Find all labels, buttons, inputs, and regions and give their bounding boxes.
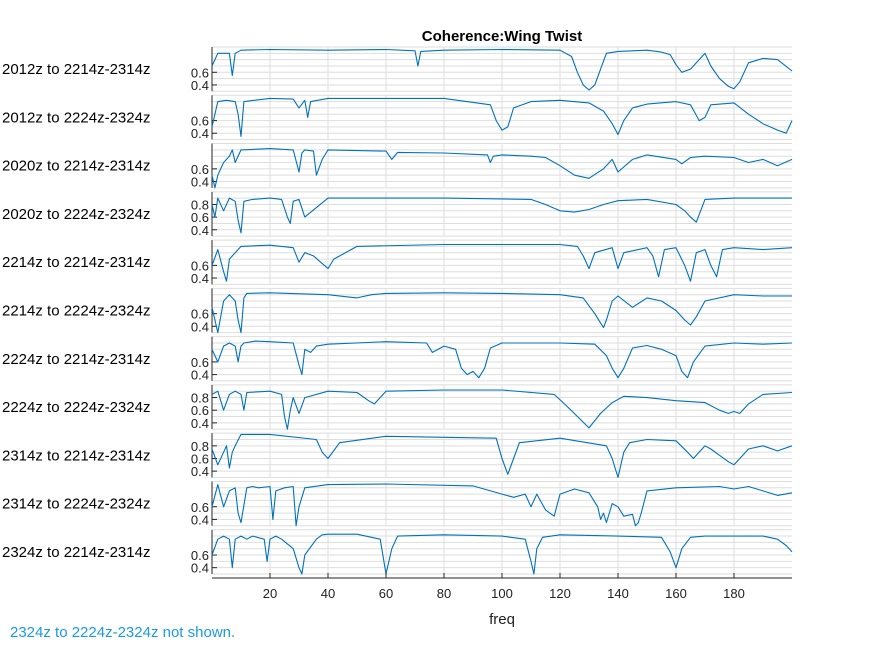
- y-tick-label: 0.4: [191, 271, 209, 286]
- coherence-series-line: [211, 483, 793, 527]
- panel-label: 2020z to 2224z-2324z: [2, 206, 150, 223]
- panel-10: 0.40.6 2314z to 2224z-2324z: [2, 480, 793, 527]
- y-tick-label: 0.4: [191, 319, 209, 334]
- x-tick-label: 40: [321, 586, 335, 601]
- x-tick-label: 60: [379, 586, 393, 601]
- coherence-series-line: [211, 197, 792, 234]
- panel-label: 2214z to 2224z-2324z: [2, 303, 150, 320]
- panel-9: 0.40.60.8 2314z to 2214z-2314z: [2, 432, 793, 479]
- y-tick-label: 0.8: [191, 439, 209, 454]
- coherence-series-line: [211, 97, 793, 137]
- panel-2: 0.40.6 2012z to 2224z-2324z: [2, 94, 793, 141]
- panel-7: 0.40.6 2224z to 2214z-2314z: [2, 336, 793, 383]
- x-tick-label: 20: [263, 586, 277, 601]
- coherence-series-line: [211, 292, 792, 334]
- panel-3: 0.40.6 2020z to 2214z-2314z: [2, 143, 793, 189]
- panel-label: 2224z to 2214z-2314z: [2, 351, 150, 368]
- y-tick-label: 0.6: [191, 210, 209, 225]
- y-tick-label: 0.6: [191, 258, 209, 273]
- panel-label: 2314z to 2214z-2314z: [2, 447, 150, 464]
- y-tick-label: 0.4: [191, 512, 209, 527]
- x-tick-label: 140: [607, 586, 629, 601]
- y-tick-label: 0.4: [191, 126, 209, 141]
- y-tick-label: 0.6: [191, 548, 209, 563]
- coherence-series-line: [211, 389, 793, 430]
- y-tick-label: 0.6: [191, 500, 209, 515]
- panel-label: 2224z to 2224z-2324z: [2, 399, 150, 416]
- y-tick-label: 0.4: [191, 368, 209, 383]
- panel-8: 0.40.60.8 2224z to 2224z-2324z: [2, 384, 793, 431]
- panel-11: 0.40.6 2324z to 2214z-2314z: [2, 529, 793, 576]
- coherence-series-line: [211, 48, 793, 91]
- panel-label: 2012z to 2224z-2324z: [2, 109, 150, 126]
- y-tick-label: 0.6: [191, 451, 209, 466]
- y-tick-label: 0.8: [191, 391, 209, 406]
- panel-1: 0.40.6 2012z to 2214z-2314z: [2, 46, 793, 93]
- x-tick-label: 100: [491, 586, 513, 601]
- x-axis: 20 40 60 80 100 120 140 160 180: [212, 573, 792, 601]
- x-tick-label: 160: [665, 586, 687, 601]
- y-tick-label: 0.4: [191, 464, 209, 479]
- y-tick-label: 0.6: [191, 355, 209, 370]
- y-tick-label: 0.4: [191, 416, 209, 431]
- panel-6: 0.40.6 2214z to 2224z-2324z: [2, 287, 792, 334]
- footer-note: 2324z to 2224z-2324z not shown.: [10, 624, 236, 641]
- y-tick-label: 0.6: [191, 114, 209, 129]
- panel-label: 2324z to 2214z-2314z: [2, 544, 150, 561]
- y-tick-label: 0.6: [191, 403, 209, 418]
- y-tick-label: 0.4: [191, 174, 209, 189]
- coherence-series-line: [211, 243, 793, 282]
- panel-4: 0.40.60.8 2020z to 2224z-2324z: [2, 191, 792, 238]
- y-tick-label: 0.4: [191, 78, 209, 93]
- panel-label: 2314z to 2224z-2324z: [2, 496, 150, 513]
- panel-label: 2214z to 2214z-2314z: [2, 254, 150, 271]
- coherence-series-line: [211, 148, 793, 189]
- panel-5: 0.40.6 2214z to 2214z-2314z: [2, 239, 793, 286]
- y-tick-label: 0.6: [191, 307, 209, 322]
- panel-label: 2012z to 2214z-2314z: [2, 61, 150, 78]
- y-tick-label: 0.4: [191, 561, 209, 576]
- x-axis-label: freq: [489, 611, 515, 628]
- y-tick-label: 0.8: [191, 197, 209, 212]
- x-tick-label: 80: [437, 586, 451, 601]
- y-tick-label: 0.6: [191, 162, 209, 177]
- coherence-series-line: [211, 340, 793, 379]
- panel-label: 2020z to 2214z-2314z: [2, 158, 150, 175]
- x-tick-label: 120: [549, 586, 571, 601]
- coherence-series-line: [211, 533, 793, 575]
- x-tick-label: 180: [723, 586, 745, 601]
- coherence-series-line: [211, 433, 793, 479]
- y-tick-label: 0.6: [191, 65, 209, 80]
- chart-title: Coherence:Wing Twist: [422, 28, 582, 45]
- y-tick-label: 0.4: [191, 223, 209, 238]
